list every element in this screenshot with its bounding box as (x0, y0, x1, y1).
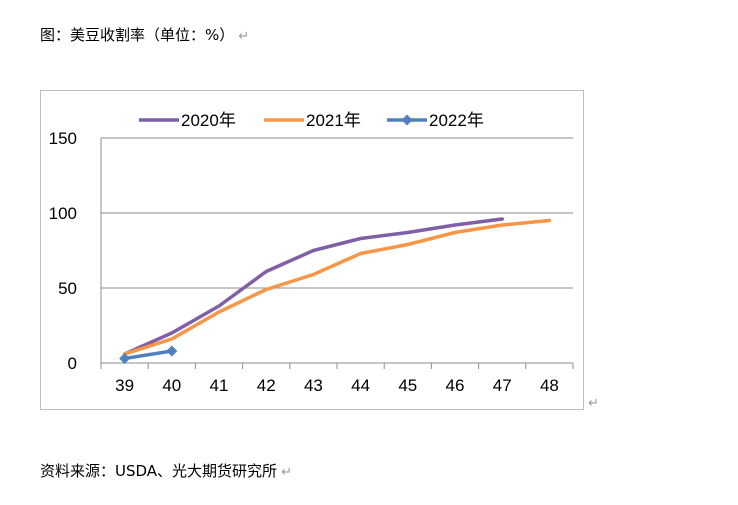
chart-frame: 0 50 100 150 39 40 41 42 43 44 45 46 47 48 2020年 2021年… (40, 90, 584, 410)
x-tick-label: 45 (398, 376, 417, 395)
x-tick-label: 48 (540, 376, 559, 395)
data-point-marker (119, 353, 131, 364)
y-tick-label: 100 (49, 204, 77, 223)
x-tick-label: 42 (257, 376, 276, 395)
x-tick-label: 43 (304, 376, 323, 395)
data-point-marker (166, 345, 178, 357)
legend: 2020年 2021年 2022年 (139, 111, 484, 130)
legend-label: 2020年 (181, 111, 236, 130)
series-line (122, 349, 174, 361)
x-tick-label: 44 (351, 376, 370, 395)
y-tick-label: 150 (49, 129, 77, 148)
harvest-rate-chart: 0 50 100 150 39 40 41 42 43 44 45 46 47 48 2020年 2021年… (49, 111, 574, 395)
figure-caption: 图：美豆收割率（单位：%） ↵ (40, 24, 249, 45)
legend-marker (401, 114, 413, 126)
paragraph-mark-icon: ↵ (588, 396, 599, 411)
series-line (122, 218, 552, 356)
source-note: 资料来源：USDA、光大期货研究所 ↵ (40, 460, 292, 481)
source-note-text: 资料来源：USDA、光大期货研究所 (40, 462, 278, 480)
paragraph-mark-icon: ↵ (238, 29, 250, 44)
x-tick-label: 46 (446, 376, 465, 395)
paragraph-mark-icon: ↵ (281, 465, 292, 480)
legend-label: 2022年 (429, 111, 484, 130)
axis-layer: 0 50 100 150 39 40 41 42 43 44 45 46 47 48 (49, 129, 574, 395)
x-tick-label: 39 (115, 376, 134, 395)
series-layer (119, 217, 552, 364)
series-line (122, 217, 504, 356)
legend-label: 2021年 (306, 111, 361, 130)
figure-caption-text: 图：美豆收割率（单位：%） (40, 26, 235, 44)
y-tick-label: 0 (68, 354, 77, 373)
x-tick-label: 41 (210, 376, 229, 395)
x-tick-label: 40 (162, 376, 181, 395)
grid-layer (101, 137, 573, 289)
x-tick-label: 47 (493, 376, 512, 395)
y-tick-label: 50 (58, 279, 77, 298)
